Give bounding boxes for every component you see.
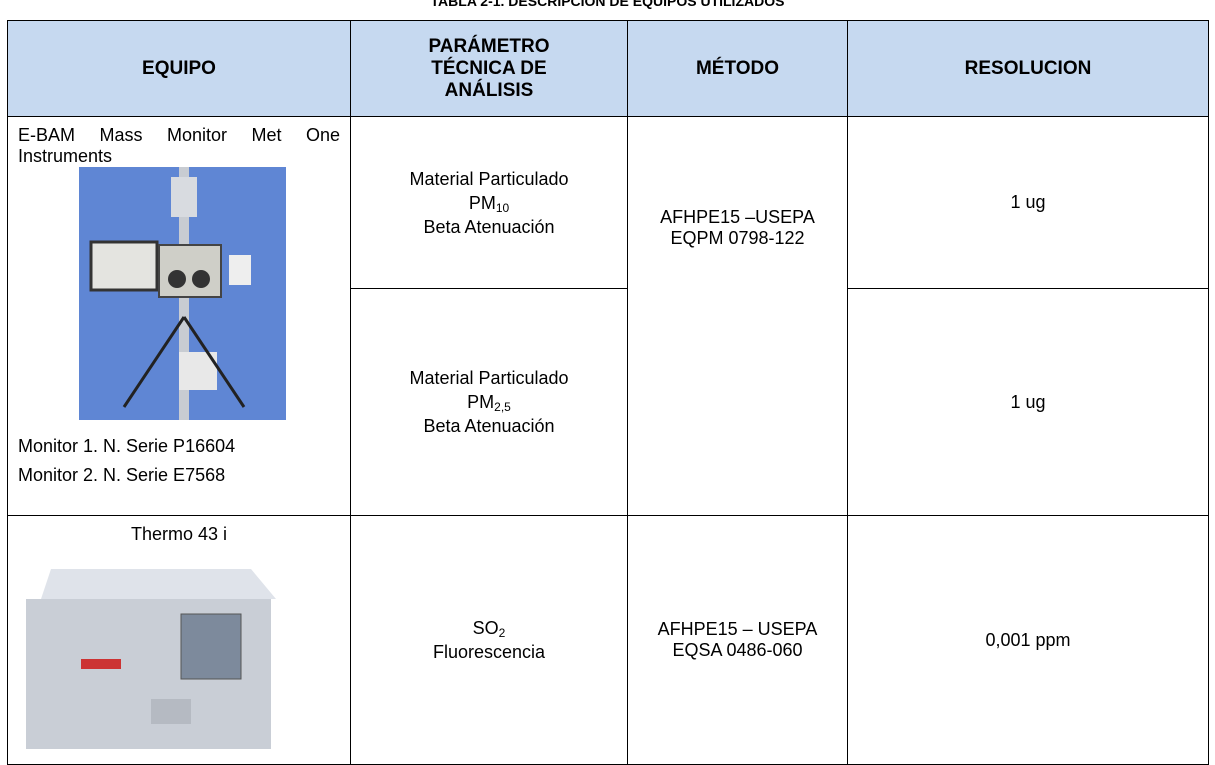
row: E-BAM Mass Monitor Met One Instruments M… bbox=[7, 115, 1209, 516]
parametro-name: Material Particulado bbox=[409, 368, 569, 389]
formula-subscript: 2,5 bbox=[494, 400, 511, 415]
parametro-formula: PM2,5 bbox=[361, 390, 617, 414]
parametro-formula: SO2 bbox=[361, 616, 617, 640]
resolucion-cell: 1 ug bbox=[847, 115, 1209, 290]
equipo-name: Thermo 43 i bbox=[130, 524, 228, 544]
equipo-cell: Thermo 43 i bbox=[7, 515, 351, 765]
equipo-note: Monitor 2. N. Serie E7568 bbox=[18, 465, 226, 485]
equipo-note: Monitor 1. N. Serie P16604 bbox=[18, 436, 236, 456]
formula-subscript: 10 bbox=[495, 200, 510, 215]
formula: PM bbox=[467, 392, 495, 413]
tecnica: Fluorescencia bbox=[432, 642, 546, 662]
formula: SO bbox=[472, 618, 499, 638]
header-line: ANÁLISIS bbox=[444, 79, 534, 101]
parametro-cell: Material Particulado PM10 Beta Atenuació… bbox=[350, 115, 628, 290]
resolucion-cell: 1 ug bbox=[847, 288, 1209, 516]
header-line: TÉCNICA DE bbox=[431, 57, 547, 79]
parametro-name: Material Particulado bbox=[409, 168, 569, 189]
formula-subscript: 2 bbox=[498, 626, 506, 640]
equipment-table: EQUIPO PARÁMETRO TÉCNICA DE ANÁLISIS MÉT… bbox=[7, 20, 1209, 765]
row: Thermo 43 i SO2 Fluorescencia AFHPE15 – … bbox=[7, 515, 1209, 765]
parametro-cell: SO2 Fluorescencia bbox=[350, 515, 628, 765]
metodo-cell: AFHPE15 – USEPA EQSA 0486-060 bbox=[627, 515, 848, 765]
header-row: EQUIPO PARÁMETRO TÉCNICA DE ANÁLISIS MÉT… bbox=[7, 20, 1209, 117]
parametro-formula: PM10 bbox=[361, 191, 617, 215]
header-line: PARÁMETRO bbox=[428, 35, 550, 57]
thermo-image bbox=[26, 569, 276, 749]
tecnica: Beta Atenuación bbox=[423, 416, 555, 437]
header-cell: MÉTODO bbox=[627, 20, 848, 117]
tecnica: Beta Atenuación bbox=[423, 216, 555, 237]
header-cell: RESOLUCION bbox=[847, 20, 1209, 117]
formula: PM bbox=[468, 192, 496, 213]
table-title: TABLA 2-1. DESCRIPCIÓN DE EQUIPOS UTILIZ… bbox=[430, 0, 785, 9]
equipo-cell: E-BAM Mass Monitor Met One Instruments M… bbox=[7, 116, 351, 516]
row: Material Particulado PM2,5 Beta Atenuaci… bbox=[8, 288, 1209, 516]
resolucion-cell: 0,001 ppm bbox=[847, 515, 1209, 765]
ebam-image bbox=[79, 167, 286, 420]
metodo-cell: AFHPE15 –USEPA EQPM 0798-122 bbox=[627, 116, 848, 516]
equipo-name: E-BAM Mass Monitor Met One Instruments bbox=[18, 125, 340, 166]
parametro-cell: Material Particulado PM2,5 Beta Atenuaci… bbox=[350, 288, 628, 516]
header-cell: EQUIPO bbox=[7, 20, 351, 117]
header-cell: PARÁMETRO TÉCNICA DE ANÁLISIS bbox=[350, 20, 628, 117]
